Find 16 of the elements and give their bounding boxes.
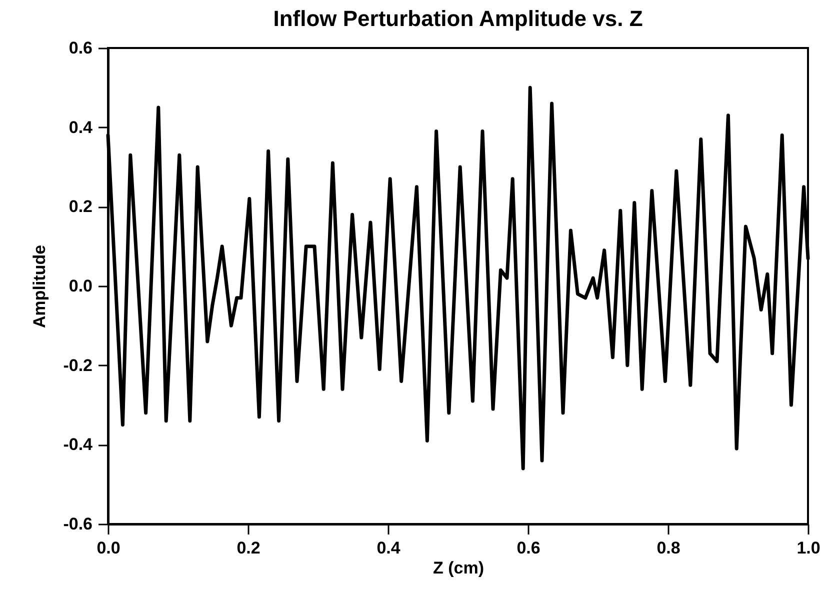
y-tick-label: 0.4: [68, 118, 94, 137]
y-axis-title: Amplitude: [30, 244, 50, 328]
y-tick-label: -0.6: [63, 514, 92, 534]
y-tick-label: -0.2: [63, 356, 92, 375]
x-tick-label: 0.4: [376, 538, 401, 558]
y-tick-label: -0.4: [63, 435, 94, 454]
y-tick-label: 0.6: [68, 38, 92, 58]
x-tick-label: 0.6: [516, 538, 540, 558]
x-tick-label: 0.0: [96, 538, 120, 558]
x-tick-label: 0.8: [656, 538, 680, 558]
y-tick-label: 0.0: [68, 276, 92, 296]
x-tick-label: 0.2: [236, 538, 260, 558]
chart-title: Inflow Perturbation Amplitude vs. Z: [273, 6, 643, 31]
x-tick-label: 1.0: [796, 538, 820, 558]
y-tick-label: 0.2: [68, 197, 92, 216]
x-axis-title: Z (cm): [433, 558, 484, 578]
